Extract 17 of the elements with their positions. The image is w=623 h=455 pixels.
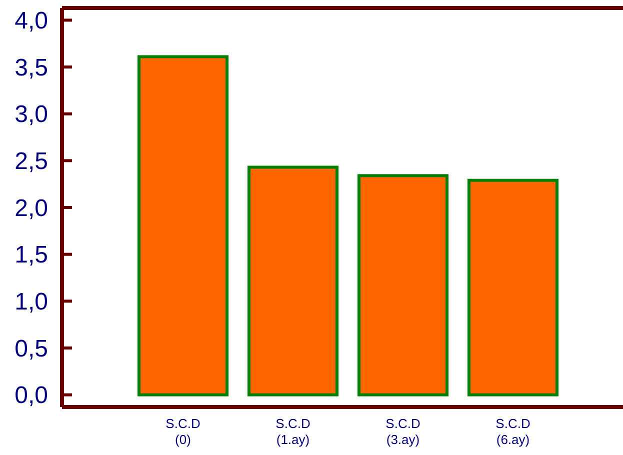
y-tick-label: 2,5 <box>14 148 48 176</box>
x-tick-label: S.C.D (1.ay) <box>276 416 310 447</box>
bar <box>468 178 558 396</box>
y-tick-label: 3,5 <box>14 54 48 82</box>
y-tick-label: 1,5 <box>14 242 48 269</box>
y-tick-label: 1,0 <box>14 288 48 316</box>
x-tick-label: S.C.D (6.ay) <box>496 416 530 447</box>
y-tick-label: 2,0 <box>14 194 48 222</box>
y-tick-label: 4,0 <box>14 8 48 35</box>
x-tick-label: S.C.D (0) <box>166 416 200 447</box>
y-tick-label: 3,0 <box>14 101 48 128</box>
y-tick-label: 0,5 <box>14 335 48 362</box>
bar <box>358 174 448 396</box>
x-tick-label: S.C.D (3.ay) <box>386 416 420 447</box>
bar <box>248 166 338 396</box>
y-tick-label: 0,0 <box>14 382 48 410</box>
bar <box>138 55 228 396</box>
